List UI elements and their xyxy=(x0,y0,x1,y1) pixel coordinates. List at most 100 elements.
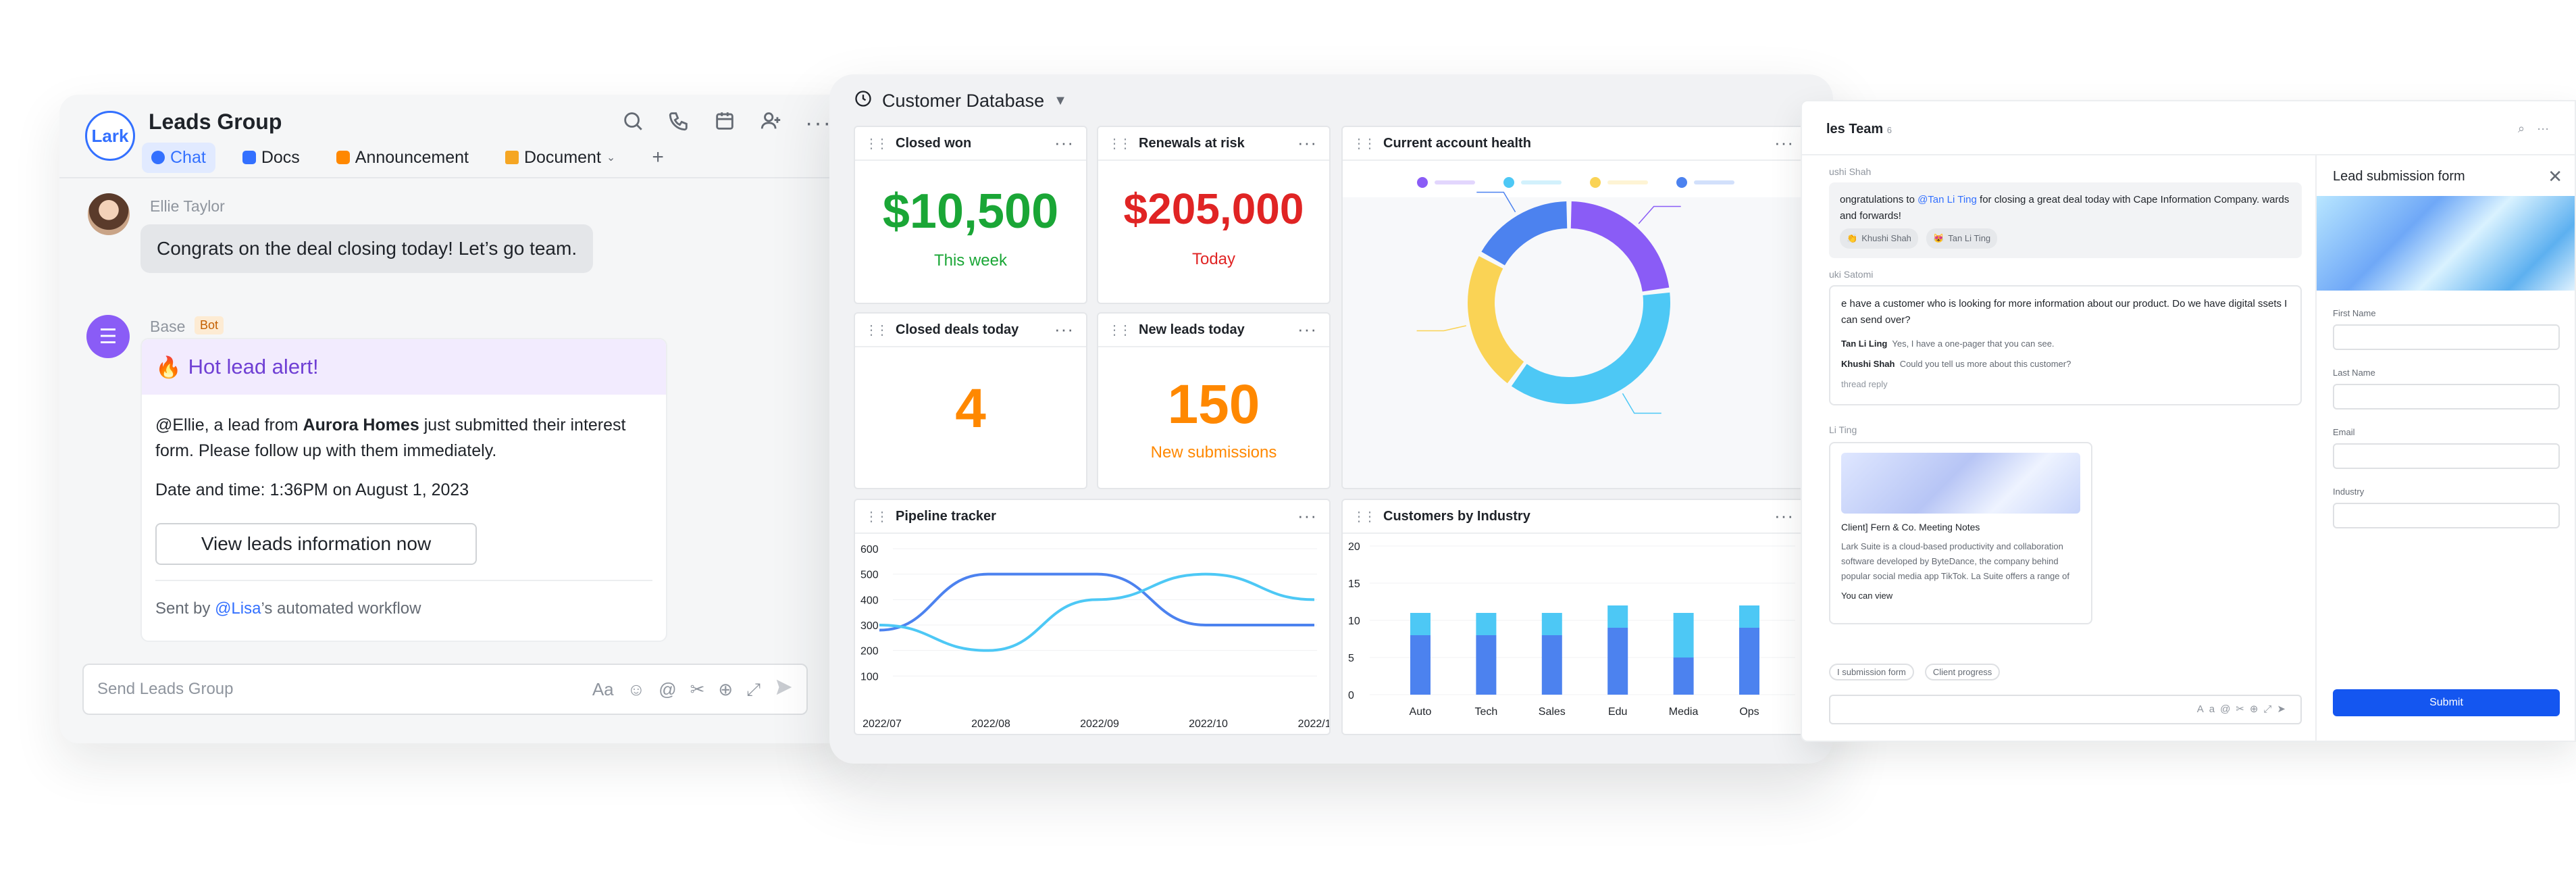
legend-label-placeholder xyxy=(1435,180,1475,184)
member-count: 6 xyxy=(1886,125,1892,135)
bot-message-card: 🔥 Hot lead alert! @Ellie, a lead from Au… xyxy=(140,338,667,642)
metric-label: New submissions xyxy=(1150,443,1277,462)
dashboard-header: Customer Database ▼ xyxy=(854,89,1067,113)
search-icon[interactable] xyxy=(621,109,644,136)
more-icon[interactable]: ··· xyxy=(1774,132,1794,153)
folder-icon xyxy=(505,151,519,164)
drag-handle-icon[interactable]: ⋮⋮ xyxy=(865,509,889,524)
donut-leader-line xyxy=(1622,393,1661,414)
chart-background xyxy=(1343,197,1806,488)
x-tick-label: Sales xyxy=(1539,706,1566,718)
mention-icon[interactable]: @ xyxy=(659,679,677,699)
closed-deals-card: ⋮⋮ Closed deals today ··· 4 xyxy=(854,312,1087,489)
tab-announcement[interactable]: Announcement xyxy=(327,143,478,173)
bar-segment xyxy=(1541,635,1562,695)
drag-handle-icon[interactable]: ⋮⋮ xyxy=(865,136,889,151)
submit-button[interactable]: Submit xyxy=(2333,689,2560,716)
donut-leader-line xyxy=(1638,205,1681,224)
last-name-field[interactable] xyxy=(2333,384,2560,409)
divider xyxy=(59,177,856,178)
add-tab-button[interactable]: + xyxy=(652,146,664,168)
plus-circle-icon[interactable]: ⊕ xyxy=(718,679,733,699)
drag-handle-icon[interactable]: ⋮⋮ xyxy=(1108,322,1132,338)
drag-handle-icon[interactable]: ⋮⋮ xyxy=(1108,136,1132,151)
caret-down-icon[interactable]: ▼ xyxy=(1054,93,1067,108)
industry-field[interactable] xyxy=(2333,503,2560,528)
donut-slice xyxy=(1468,256,1524,384)
tab-document[interactable]: Document ⌄ xyxy=(496,143,625,173)
card-datetime: Date and time: 1:36PM on August 1, 2023 xyxy=(155,480,469,499)
email-field[interactable] xyxy=(2333,443,2560,469)
card-header: ⋮⋮ New leads today xyxy=(1098,314,1329,347)
view-leads-button[interactable]: View leads information now xyxy=(155,523,477,565)
divider xyxy=(1802,154,2575,155)
close-icon[interactable]: ✕ xyxy=(2548,166,2562,187)
message-bubble: ongratulations to @Tan Li Ting for closi… xyxy=(1829,182,2302,258)
mention-link[interactable]: @Tan Li Ting xyxy=(1917,194,1977,205)
tab-docs[interactable]: Docs xyxy=(233,143,309,173)
bot-avatar[interactable]: ☰ xyxy=(86,315,130,358)
more-icon[interactable]: ··· xyxy=(2537,122,2550,135)
reaction-chip[interactable]: 😻 Tan Li Ting xyxy=(1926,228,1998,249)
chevron-down-icon: ⌄ xyxy=(606,152,616,164)
legend-label-placeholder xyxy=(1607,180,1648,184)
search-icon[interactable]: ⌕ xyxy=(2518,122,2525,135)
team-composer[interactable]: Aa@✂⊕⤢➤ xyxy=(1829,695,2302,724)
calendar-icon[interactable] xyxy=(713,109,736,136)
y-tick-label: 200 xyxy=(860,646,879,657)
doc-card[interactable]: Client] Fern & Co. Meeting Notes Lark Su… xyxy=(1829,442,2092,624)
more-icon[interactable]: ··· xyxy=(1297,132,1317,153)
emoji-icon[interactable]: ☺ xyxy=(627,679,646,699)
reaction-chip[interactable]: 👏 Khushi Shah xyxy=(1840,228,1918,249)
add-member-icon[interactable] xyxy=(759,109,782,136)
more-icon[interactable]: ··· xyxy=(1297,319,1317,339)
more-icon[interactable]: ··· xyxy=(1297,505,1317,526)
tab-chat[interactable]: Chat xyxy=(142,142,215,173)
docs-icon xyxy=(242,151,256,164)
more-icon[interactable]: ··· xyxy=(1054,319,1074,339)
more-icon[interactable]: ··· xyxy=(1054,132,1074,153)
y-tick-label: 300 xyxy=(860,620,879,632)
expand-icon[interactable]: ⤢ xyxy=(746,678,761,699)
field-label: First Name xyxy=(2333,308,2376,318)
x-tick-label: 2022/10 xyxy=(1189,718,1228,730)
drag-handle-icon[interactable]: ⋮⋮ xyxy=(1352,136,1376,151)
avatar[interactable] xyxy=(88,193,130,235)
sender-name: Ellie Taylor xyxy=(150,197,225,215)
message-input[interactable] xyxy=(97,677,503,701)
quick-chips: I submission form Client progress xyxy=(1829,664,2005,680)
format-icon[interactable]: Aa xyxy=(592,679,614,699)
scissors-icon[interactable]: ✂ xyxy=(690,679,705,699)
account-health-card: ⋮⋮ Current account health ··· xyxy=(1341,126,1807,489)
pipeline-card: ⋮⋮ Pipeline tracker ··· 100 200 300 400 500 60… xyxy=(854,499,1331,735)
metric-value: $205,000 xyxy=(1123,184,1304,233)
legend-marker xyxy=(1590,177,1601,188)
send-icon[interactable] xyxy=(774,677,794,702)
thread-reply: Khushi Shah Could you tell us more about… xyxy=(1841,359,2071,369)
x-tick-label: 2022/09 xyxy=(1080,718,1119,730)
doc-title: Client] Fern & Co. Meeting Notes xyxy=(1841,522,1980,532)
field-label: Industry xyxy=(2333,487,2365,497)
mention-link[interactable]: @Lisa xyxy=(215,599,261,618)
chat-header-actions: ··· xyxy=(621,109,832,136)
phone-icon[interactable] xyxy=(667,109,690,136)
drag-handle-icon[interactable]: ⋮⋮ xyxy=(1352,509,1376,524)
field-label: Last Name xyxy=(2333,368,2375,378)
card-header: ⋮⋮ Current account health xyxy=(1343,127,1806,161)
y-tick-label: 5 xyxy=(1348,653,1354,664)
first-name-field[interactable] xyxy=(2333,324,2560,350)
series-line xyxy=(879,572,1314,632)
thread-reply-link[interactable]: thread reply xyxy=(1841,379,1888,389)
metric-label: Today xyxy=(1191,250,1236,268)
drag-handle-icon[interactable]: ⋮⋮ xyxy=(865,322,889,338)
progress-chip[interactable]: Client progress xyxy=(1924,664,2001,680)
card-text: @Ellie, a lead from Aurora Homes just su… xyxy=(155,416,626,460)
x-tick-label: Edu xyxy=(1608,706,1627,718)
metric-value: $10,500 xyxy=(882,184,1059,239)
x-tick-label: 2022/11 xyxy=(1298,718,1329,730)
form-chip[interactable]: I submission form xyxy=(1829,664,1914,680)
more-icon[interactable]: ··· xyxy=(1774,505,1794,526)
composer-tools-icon[interactable]: Aa@✂⊕⤢➤ xyxy=(2196,703,2291,715)
more-icon[interactable]: ··· xyxy=(805,109,832,136)
legend-marker xyxy=(1503,177,1514,188)
